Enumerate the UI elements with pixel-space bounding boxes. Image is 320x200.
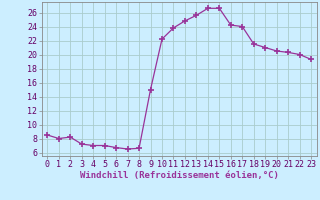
- X-axis label: Windchill (Refroidissement éolien,°C): Windchill (Refroidissement éolien,°C): [80, 171, 279, 180]
